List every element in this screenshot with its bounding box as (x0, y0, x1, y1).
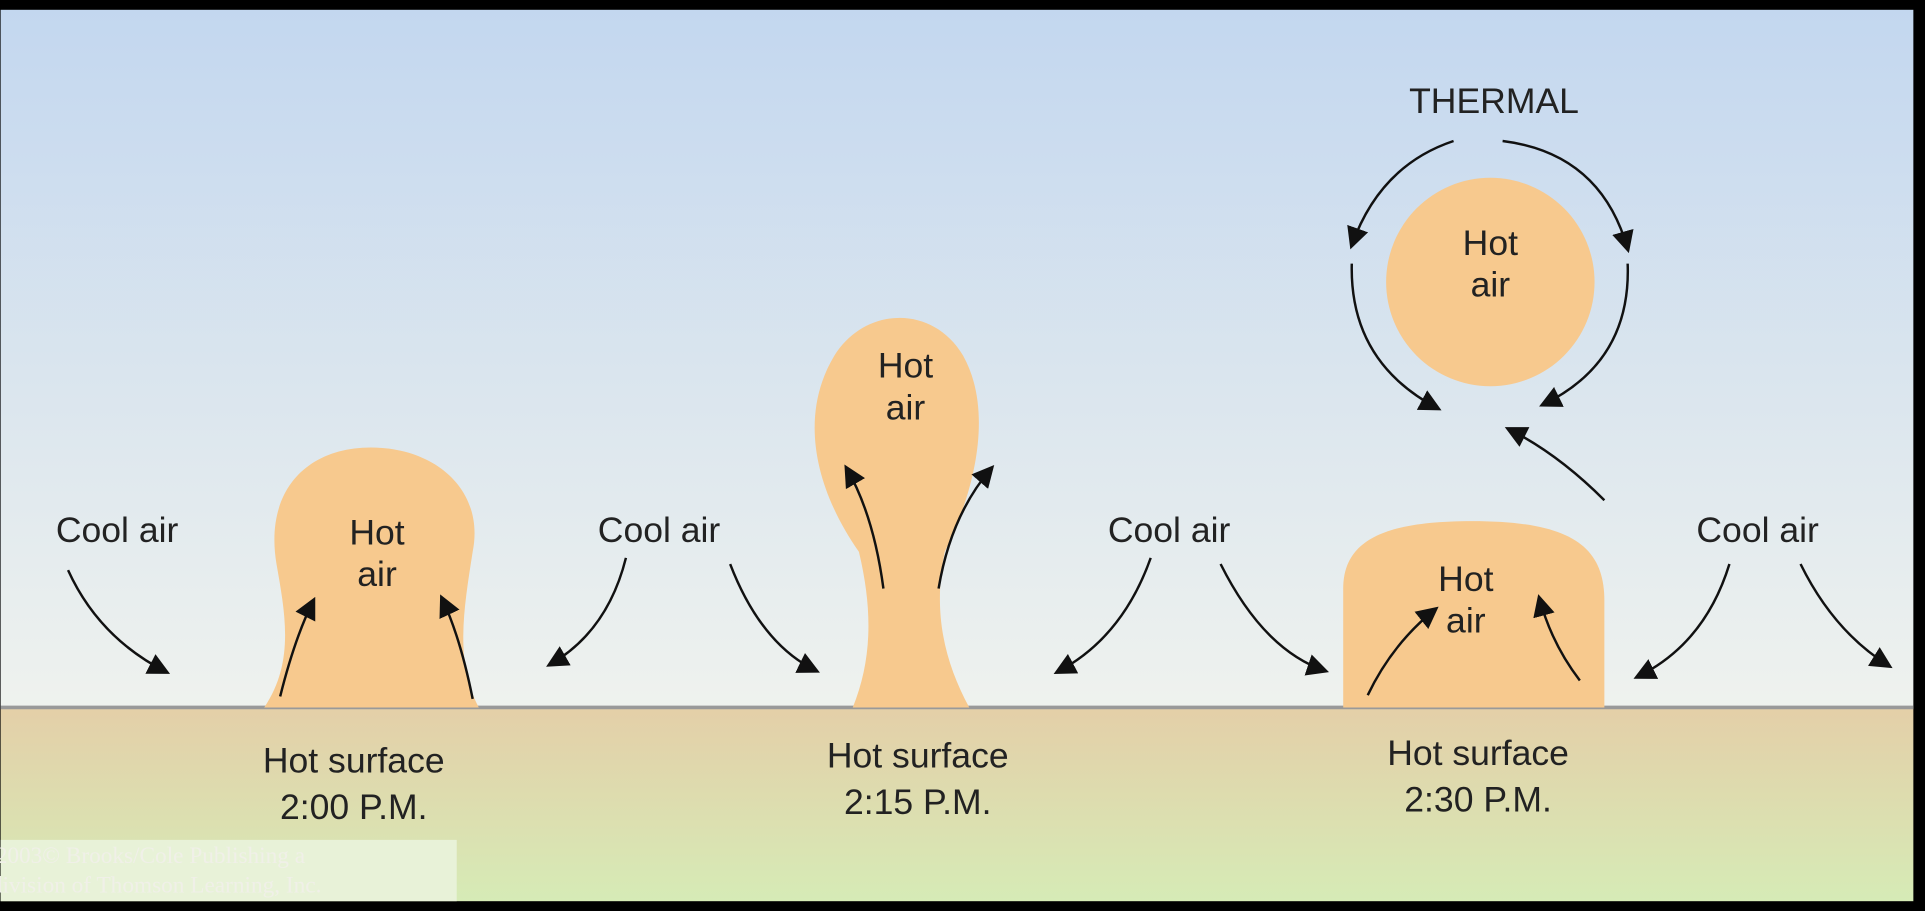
arrows (66, 139, 1893, 700)
hot-air-blob (814, 317, 979, 708)
hot-air-blob (1343, 521, 1605, 708)
surface-label: Hot surface (263, 740, 445, 780)
time-label: 2:00 P.M. (280, 787, 428, 827)
copyright: 2003© Brooks/Cole Publishing a (0, 843, 306, 869)
cool-air-label: Cool air (1108, 510, 1231, 550)
hot-air-label: Hot (349, 512, 404, 552)
hot-air-blob (264, 447, 479, 708)
hot-air-label: air (1471, 265, 1511, 305)
surface-label: Hot surface (1387, 733, 1569, 773)
thermal-bubble (1386, 177, 1595, 387)
hot-air-label: air (1446, 601, 1486, 641)
copyright-box (0, 839, 457, 902)
time-label: 2:30 P.M. (1404, 780, 1552, 820)
hot-air-label: Hot (1463, 223, 1518, 263)
copyright: division of Thomson Learning, Inc. (0, 873, 321, 899)
hot-air-label: air (357, 554, 397, 594)
cool-air-label: Cool air (1696, 510, 1819, 550)
hot-air-label: air (886, 387, 926, 427)
cool-air-label: Cool air (598, 510, 721, 550)
thermal-label: THERMAL (1409, 81, 1579, 121)
cool-air-label: Cool air (56, 510, 179, 550)
hot-air-label: Hot (1438, 559, 1493, 599)
time-label: 2:15 P.M. (844, 782, 992, 822)
surface-label: Hot surface (827, 736, 1009, 776)
hot-air-label: Hot (878, 346, 933, 386)
